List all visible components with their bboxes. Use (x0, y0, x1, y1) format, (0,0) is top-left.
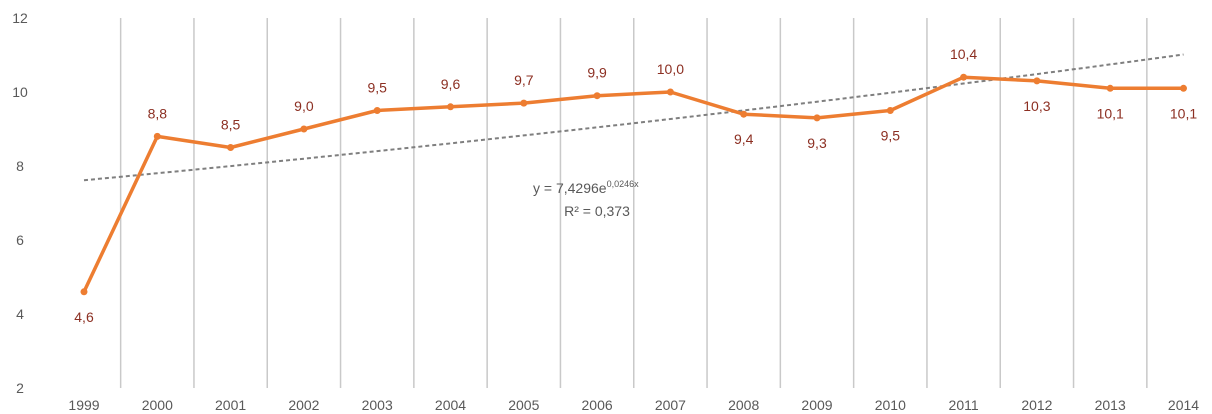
y-tick-label: 12 (12, 10, 28, 26)
data-point (1180, 84, 1187, 92)
x-tick-label: 2000 (142, 397, 173, 413)
x-tick-label: 2011 (949, 397, 979, 413)
x-tick-label: 2002 (288, 397, 319, 413)
y-tick-label: 8 (16, 158, 24, 174)
x-tick-label: 2010 (875, 397, 906, 413)
data-label: 9,6 (441, 76, 461, 92)
x-axis-ticks: 1999 2000 2001 2002 2003 2004 2005 2006 2007 2008… (68, 397, 1199, 413)
data-point (666, 88, 674, 96)
trendline (83, 53, 1184, 182)
x-tick-label: 2014 (1168, 397, 1199, 413)
x-tick-label: 2006 (582, 397, 613, 413)
data-point (300, 125, 308, 133)
data-label: 9,5 (367, 80, 387, 96)
data-point (1106, 84, 1114, 92)
y-tick-label: 2 (16, 380, 24, 396)
data-label: 9,5 (881, 128, 901, 144)
data-point (1033, 77, 1041, 85)
y-tick-label: 10 (12, 84, 28, 100)
data-label: 8,5 (221, 117, 241, 133)
trendline-equation: y = 7,4296e0,0246x R² = 0,373 (533, 179, 639, 219)
data-labels: 4,6 8,8 8,5 9,0 9,5 9,6 9,7 9,9 10,0 9,4 9,3 9,5 10,… (74, 46, 1197, 325)
data-label: 10,4 (950, 46, 977, 62)
trendline-equation-label: y = 7,4296e0,0246x (533, 179, 639, 196)
data-label: 9,7 (514, 72, 534, 88)
y-axis-ticks: 2 4 6 8 10 12 (12, 10, 28, 396)
data-point (813, 114, 821, 122)
data-label: 9,4 (734, 131, 754, 147)
data-point (520, 99, 528, 107)
x-tick-label: 2012 (1021, 397, 1052, 413)
trendline-group (83, 53, 1184, 182)
data-point (886, 107, 894, 114)
x-tick-label: 2013 (1095, 397, 1126, 413)
series-group (80, 73, 1187, 296)
data-point (593, 92, 601, 100)
x-tick-label: 2004 (435, 397, 466, 413)
data-label: 9,0 (294, 98, 314, 114)
x-tick-label: 1999 (68, 397, 99, 413)
vertical-gridlines (119, 18, 1148, 388)
r-squared-label: R² = 0,373 (564, 203, 630, 219)
x-tick-label: 2003 (362, 397, 393, 413)
x-tick-label: 2005 (508, 397, 539, 413)
data-point (960, 73, 968, 81)
data-point (373, 107, 381, 114)
data-point (153, 132, 161, 140)
data-label: 4,6 (74, 309, 94, 325)
data-label: 10,1 (1170, 105, 1197, 121)
equation-prefix: y = 7,4296e (533, 180, 607, 196)
data-label: 10,0 (657, 61, 684, 77)
data-point (80, 288, 88, 296)
y-tick-label: 4 (16, 306, 24, 322)
x-tick-label: 2001 (215, 397, 246, 413)
data-label: 10,3 (1023, 98, 1050, 114)
x-tick-label: 2009 (801, 397, 832, 413)
data-label: 10,1 (1097, 105, 1124, 121)
x-tick-label: 2008 (728, 397, 759, 413)
x-tick-label: 2007 (655, 397, 686, 413)
data-label: 9,9 (587, 65, 607, 81)
data-point (447, 103, 454, 111)
data-label: 9,3 (807, 135, 827, 151)
data-point (227, 144, 235, 151)
data-point (740, 110, 748, 118)
y-tick-label: 6 (16, 232, 24, 248)
data-label: 8,8 (148, 105, 168, 121)
equation-exponent: 0,0246x (607, 179, 640, 189)
series-line (82, 75, 1184, 293)
